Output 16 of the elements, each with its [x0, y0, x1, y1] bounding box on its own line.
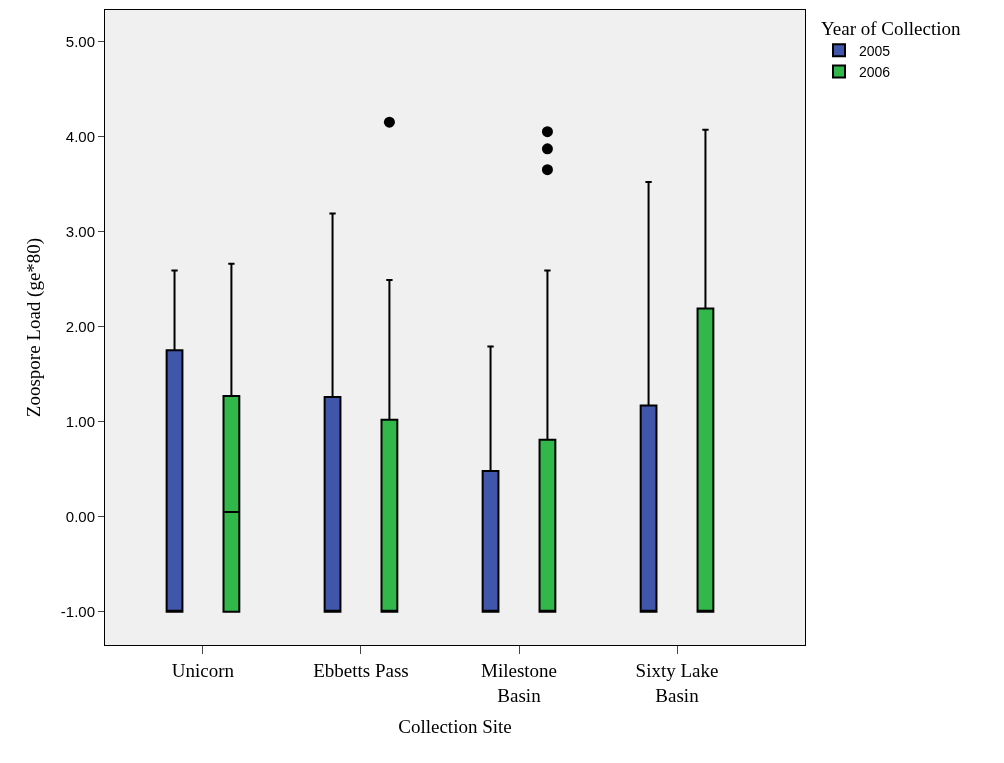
legend-title: Year of Collection — [821, 17, 961, 39]
x-tick-label: Ebbetts Pass — [313, 659, 409, 681]
y-tick-label: 1.00 — [65, 412, 95, 430]
x-tick-label: Sixty Lake Basin — [635, 659, 719, 706]
y-tick-label: 4.00 — [65, 127, 95, 145]
y-tick-label: 5.00 — [65, 32, 95, 50]
y-tick-label: 2.00 — [65, 317, 95, 335]
x-tick-label: Unicorn — [171, 659, 235, 681]
x-axis-title: Collection Site — [398, 716, 512, 738]
legend-label: 2005 — [859, 42, 891, 59]
y-tick-label: 3.00 — [65, 222, 95, 240]
legend-label: 2006 — [859, 63, 891, 80]
y-tick-label: -1.00 — [60, 602, 95, 620]
y-tick-label: 0.00 — [65, 507, 95, 525]
y-axis-title: Zoospore Load (ge*80) — [22, 237, 45, 418]
x-tick-label: Milestone Basin — [481, 659, 557, 706]
